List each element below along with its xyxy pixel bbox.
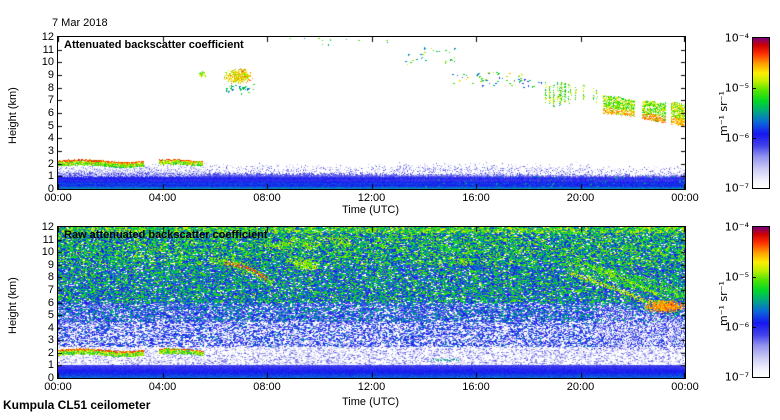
raw-attenuated-backscatter-heatmap: [58, 227, 685, 378]
x-tick-label: 16:00: [462, 381, 490, 393]
colorbar-tick-label: 10⁻⁵: [724, 81, 749, 95]
x-tick-label: 04:00: [148, 381, 177, 393]
colorbar-unit-bottom: m⁻¹ sr⁻¹: [717, 281, 730, 326]
x-tick-label: 04:00: [148, 192, 177, 204]
date-label: 7 Mar 2018: [52, 17, 108, 29]
x-axis-label-top: Time (UTC): [342, 204, 400, 216]
colorbar-tick-label: 10⁻⁷: [724, 181, 749, 195]
colorbar-tick-label: 10⁻⁴: [724, 31, 749, 45]
y-tick-label: 11: [42, 43, 54, 56]
y-tick-label: 2: [47, 346, 54, 359]
y-axis-label-bottom: Height (km): [7, 277, 19, 334]
colorbar-top: [752, 37, 770, 189]
y-tick-label: 3: [47, 334, 54, 347]
y-tick-label: 6: [47, 107, 54, 119]
x-tick-label: 00:00: [44, 192, 72, 204]
colorbar-gradient-bottom: [753, 227, 769, 377]
y-tick-label: 2: [47, 157, 54, 170]
x-axis-label-bottom: Time (UTC): [342, 396, 400, 408]
colorbar-unit-top: m⁻¹ sr⁻¹: [717, 91, 730, 136]
y-tick-label: 7: [47, 94, 54, 107]
colorbar-tick-mark: [753, 327, 756, 328]
colorbar-tick-label: 10⁻⁵: [724, 270, 749, 284]
y-tick-label: 5: [47, 309, 54, 322]
attenuated-backscatter-plot: Attenuated backscatter coefficient: [57, 36, 686, 190]
y-tick-label: 6: [47, 296, 54, 309]
y-tick-label: 7: [47, 283, 54, 296]
y-tick-label: 8: [47, 81, 54, 94]
x-tick-label: 12:00: [357, 192, 386, 204]
colorbar-tick-mark: [753, 277, 756, 278]
instrument-label: Kumpula CL51 ceilometer: [3, 398, 151, 412]
y-tick-label: 3: [47, 145, 54, 157]
raw-plot-title: Raw attenuated backscatter coefficient: [64, 229, 268, 241]
y-tick-label: 9: [47, 258, 54, 271]
y-tick-label: 0: [47, 183, 54, 195]
x-tick-label: 00:00: [671, 192, 699, 204]
colorbar-gradient-top: [753, 38, 769, 188]
x-tick-label: 08:00: [253, 192, 281, 204]
raw-attenuated-backscatter-plot: Raw attenuated backscatter coefficient: [57, 226, 686, 379]
colorbar-tick-label: 10⁻⁴: [724, 220, 749, 234]
colorbar-tick-label: 10⁻⁶: [724, 320, 749, 334]
y-tick-label: 5: [47, 119, 54, 132]
y-tick-label: 8: [47, 271, 54, 284]
y-tick-label: 11: [42, 233, 54, 246]
y-tick-label: 12: [41, 221, 54, 233]
y-tick-label: 12: [41, 31, 54, 43]
y-tick-label: 1: [47, 359, 54, 372]
x-tick-label: 12:00: [357, 381, 386, 393]
attenuated-plot-title: Attenuated backscatter coefficient: [64, 39, 244, 51]
y-axis-label-top: Height (km): [7, 87, 19, 144]
x-tick-label: 00:00: [671, 381, 699, 393]
x-tick-label: 08:00: [253, 381, 281, 393]
colorbar-bottom: [752, 226, 770, 378]
y-tick-label: 4: [47, 321, 54, 334]
x-tick-label: 20:00: [566, 192, 595, 204]
attenuated-backscatter-heatmap: [58, 37, 685, 189]
y-tick-label: 10: [41, 246, 54, 259]
y-tick-label: 1: [47, 170, 54, 183]
y-tick-label: 10: [41, 56, 54, 69]
colorbar-tick-mark: [753, 88, 756, 89]
colorbar-tick-label: 10⁻⁷: [724, 370, 749, 384]
y-tick-label: 0: [47, 372, 54, 384]
colorbar-tick-label: 10⁻⁶: [724, 131, 749, 145]
y-tick-label: 9: [47, 69, 54, 81]
x-tick-label: 20:00: [566, 381, 595, 393]
x-tick-label: 00:00: [44, 381, 72, 393]
x-tick-label: 16:00: [462, 192, 490, 204]
y-tick-label: 4: [47, 132, 54, 145]
colorbar-tick-mark: [753, 138, 756, 139]
